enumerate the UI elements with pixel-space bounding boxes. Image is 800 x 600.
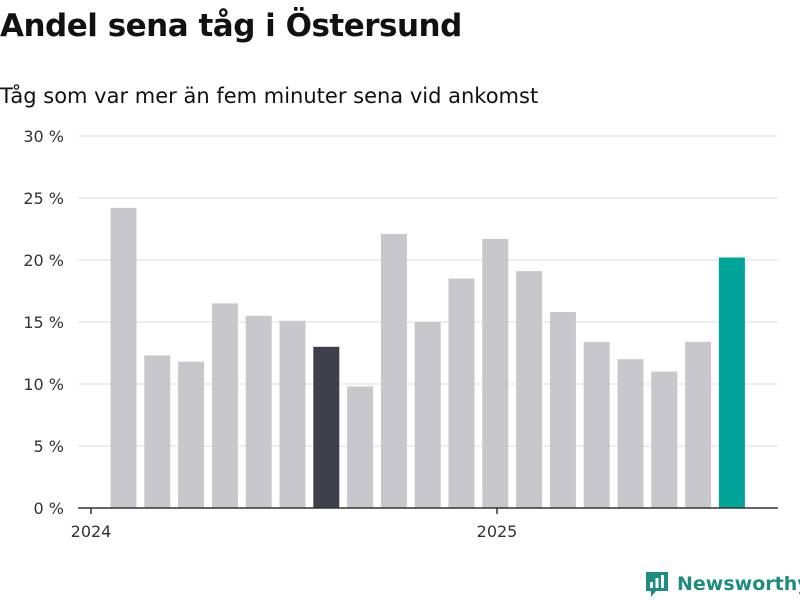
y-tick-label: 25 % — [23, 189, 64, 208]
bar-2025-07 — [718, 257, 745, 508]
bar-2024-03 — [178, 361, 205, 508]
bar-2025-01 — [516, 271, 543, 508]
bar-2025-03 — [583, 341, 610, 508]
bar-2024-10 — [414, 322, 441, 508]
bar-2024-04 — [211, 303, 238, 508]
bar-2024-08 — [347, 386, 374, 508]
bar-2024-12 — [482, 238, 509, 509]
bar-2024-05 — [245, 315, 272, 508]
bar-2025-04 — [617, 359, 644, 508]
y-tick-label: 5 % — [34, 437, 64, 456]
newsworthy-logo-text: Newsworthy — [677, 573, 800, 595]
x-axis: 2024 2025 — [71, 507, 778, 541]
bar-2024-09 — [380, 233, 407, 508]
chart-title: Andel sena tåg i Östersund — [0, 8, 462, 44]
bar-2025-02 — [549, 312, 576, 508]
bars — [110, 207, 745, 509]
bar-2024-01 — [110, 207, 137, 509]
bar-2024-02 — [144, 355, 171, 508]
y-tick-label: 15 % — [23, 313, 64, 332]
chart-subtitle: Tåg som var mer än fem minuter sena vid … — [0, 84, 539, 108]
y-tick-label: 0 % — [34, 499, 64, 518]
y-tick-label: 10 % — [23, 375, 64, 394]
y-axis-labels: 0 % 5 % 10 % 15 % 20 % 25 % 30 % — [23, 127, 64, 518]
bar-2025-06 — [685, 341, 712, 508]
bar-2024-06 — [279, 320, 306, 508]
y-tick-label: 20 % — [23, 251, 64, 270]
x-tick-label: 2025 — [477, 522, 518, 541]
x-tick-label: 2024 — [71, 522, 112, 541]
bar-2024-07 — [313, 346, 340, 508]
y-tick-label: 30 % — [23, 127, 64, 146]
newsworthy-logo: Newsworthy — [644, 569, 800, 599]
bar-2025-05 — [651, 371, 678, 508]
newsworthy-logo-icon — [646, 572, 668, 597]
bar-2024-11 — [448, 278, 475, 508]
bar-chart: 0 % 5 % 10 % 15 % 20 % 25 % 30 % 2024 2025 — [23, 127, 778, 541]
